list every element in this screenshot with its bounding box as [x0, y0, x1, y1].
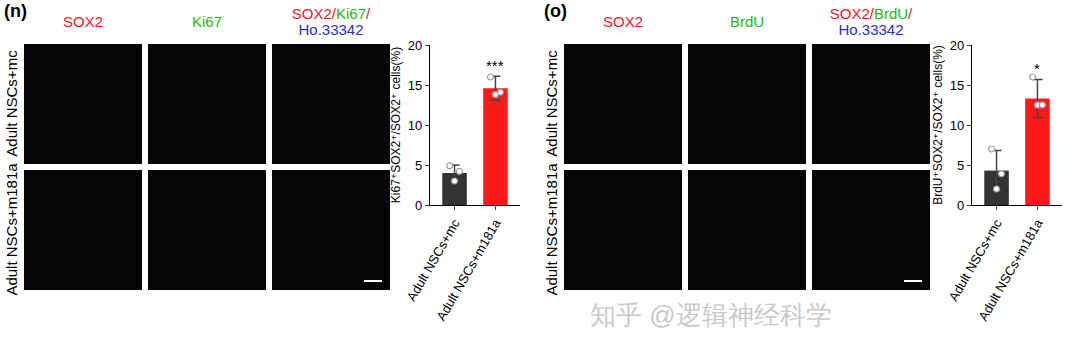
svg-text:15: 15 — [950, 78, 964, 93]
html-text:SOX2/ Ki67 /: SOX2/ Ki67 / — [291, 5, 371, 22]
svg-text:Adult NSCs+m181a: Adult NSCs+m181a — [975, 216, 1046, 323]
html-text:SOX2/ BrdU /: SOX2/ BrdU / — [829, 5, 913, 22]
html-text:(o): (o) — [544, 1, 567, 21]
html-text:Adult NSCs+m181a: Adult NSCs+m181a — [2, 163, 20, 296]
svg-text:Ki67⁺SOX2⁺/SOX2⁺ cells(%): Ki67⁺SOX2⁺/SOX2⁺ cells(%) — [389, 47, 403, 203]
svg-text:***: *** — [486, 57, 504, 74]
svg-text:Adult NSCs+mc: Adult NSCs+mc — [404, 216, 463, 304]
svg-text:0: 0 — [415, 198, 422, 213]
svg-text:Adult NSCs+m181a: Adult NSCs+m181a — [433, 216, 504, 323]
html-text:Ki67: Ki67 — [192, 13, 222, 30]
svg-text:10: 10 — [408, 118, 422, 133]
svg-text:Adult NSCs+mc: Adult NSCs+mc — [946, 216, 1005, 304]
html-text:(n): (n) — [4, 1, 27, 21]
html-text:SOX2: SOX2 — [603, 13, 643, 30]
svg-text:BrdU⁺SOX2⁺/SOX2⁺ cells(%): BrdU⁺SOX2⁺/SOX2⁺ cells(%) — [931, 45, 945, 205]
svg-text:10: 10 — [950, 118, 964, 133]
svg-text:20: 20 — [950, 38, 964, 53]
html-text:BrdU: BrdU — [729, 13, 765, 30]
svg-text:15: 15 — [408, 78, 422, 93]
html-text:Ho.33342: Ho.33342 — [838, 21, 904, 38]
svg-text:5: 5 — [957, 158, 964, 173]
svg-text:20: 20 — [408, 38, 422, 53]
svg-text:*: * — [1034, 60, 1040, 77]
html-text:Adult NSCs+mc: Adult NSCs+mc — [542, 50, 560, 157]
html-text:SOX2: SOX2 — [63, 13, 103, 30]
html-text:Ho.33342: Ho.33342 — [298, 21, 364, 38]
html-text:Adult NSCs+m181a: Adult NSCs+m181a — [542, 163, 560, 296]
svg-text:0: 0 — [957, 198, 964, 213]
html-text:知乎 @逻辑神经科学: 知乎 @逻辑神经科学 — [590, 300, 832, 330]
svg-text:5: 5 — [415, 158, 422, 173]
html-text:Adult NSCs+mc: Adult NSCs+mc — [2, 50, 20, 157]
